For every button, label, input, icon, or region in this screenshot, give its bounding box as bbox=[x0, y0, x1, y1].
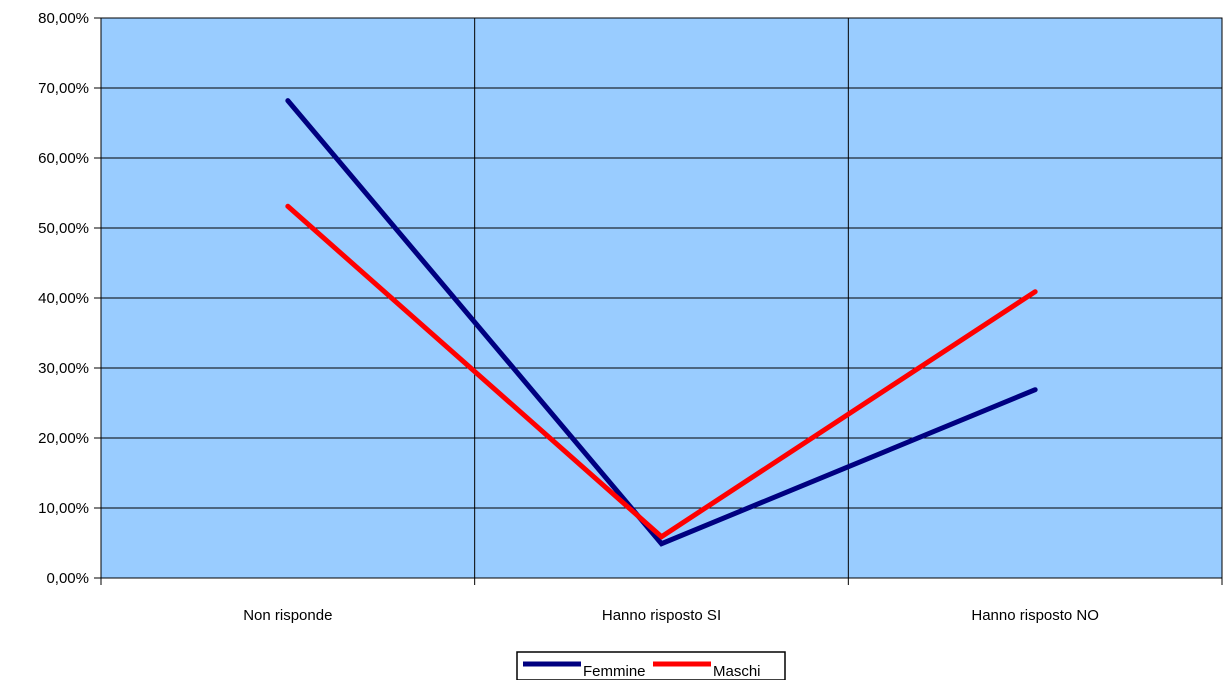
series-lines bbox=[285, 98, 1038, 547]
y-tick-label: 70,00% bbox=[38, 80, 89, 97]
y-tick-label: 60,00% bbox=[38, 150, 89, 167]
y-tick-label: 20,00% bbox=[38, 430, 89, 447]
y-tick-label: 10,00% bbox=[38, 500, 89, 517]
legend-label-femmine: Femmine bbox=[583, 663, 646, 680]
x-tick-label: Hanno risposto NO bbox=[971, 607, 1099, 624]
y-tick-label: 0,00% bbox=[46, 570, 89, 587]
legend-label-maschi: Maschi bbox=[713, 663, 761, 680]
series-line-femmine bbox=[285, 98, 1038, 547]
series-line-maschi bbox=[285, 203, 1038, 540]
y-tick-label: 80,00% bbox=[38, 10, 89, 27]
x-axis: Non risponde Hanno risposto SI Hanno rispo… bbox=[100, 578, 1223, 624]
y-tick-label: 50,00% bbox=[38, 220, 89, 237]
x-gridlines bbox=[474, 18, 849, 578]
y-tick-label: 40,00% bbox=[38, 290, 89, 307]
legend: Femmine Maschi bbox=[516, 651, 786, 680]
x-tick-label: Hanno risposto SI bbox=[602, 607, 721, 624]
y-axis: 0,00% 10,00% 20,00% 30,00% 40,00% 50,00% 60,00… bbox=[38, 10, 101, 587]
x-tick-label: Non risponde bbox=[243, 607, 332, 624]
y-tick-label: 30,00% bbox=[38, 360, 89, 377]
